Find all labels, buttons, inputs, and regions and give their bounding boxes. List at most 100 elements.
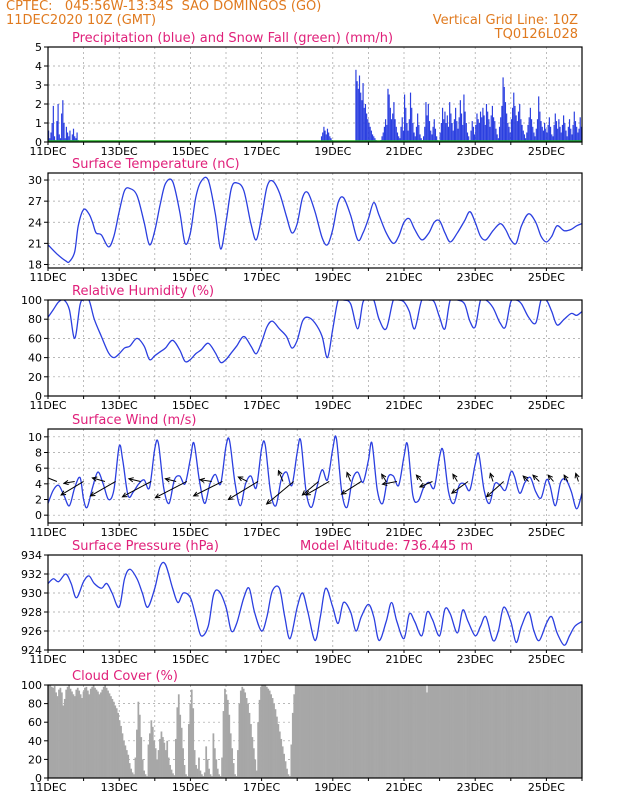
- panel-title: Precipitation (blue) and Snow Fall (gree…: [72, 31, 393, 46]
- pres-line: [48, 561, 582, 646]
- cloud-bar: [439, 685, 441, 778]
- cloud-bar: [342, 685, 345, 778]
- cloud-bar: [153, 740, 156, 778]
- cloud-bar: [123, 740, 125, 778]
- rh-line: [48, 300, 582, 364]
- precip-bar: [565, 130, 567, 142]
- y-tick-label: 20: [28, 753, 42, 766]
- cloud-bar: [569, 685, 571, 778]
- y-tick-label: 926: [21, 625, 42, 638]
- cloud-bar: [205, 746, 208, 778]
- cloud-bar: [551, 685, 554, 778]
- precip-bar: [548, 117, 550, 142]
- cloud-bar: [71, 691, 73, 778]
- precip-bar: [69, 130, 71, 142]
- precip-bar: [478, 123, 480, 142]
- cloud-bar: [91, 686, 94, 778]
- cloud-bar: [237, 750, 239, 778]
- precip-bar: [475, 124, 477, 142]
- precip-bar: [367, 119, 369, 142]
- precip-bar: [558, 119, 560, 142]
- x-tick-label: 15DEC: [172, 526, 209, 539]
- data-layer: [48, 561, 582, 646]
- precip-bar: [72, 128, 75, 142]
- cloud-bar: [580, 685, 582, 778]
- wind-vector: [532, 474, 540, 482]
- cloud-bar: [166, 740, 169, 778]
- x-tick-label: 23DEC: [457, 145, 494, 158]
- x-tick-label: 25DEC: [528, 781, 565, 794]
- cloud-bar: [437, 685, 440, 778]
- x-tick-label: 13DEC: [101, 653, 138, 666]
- precip-bar: [441, 107, 444, 142]
- x-tick-label: 21DEC: [385, 145, 422, 158]
- x-tick-label: 25DEC: [528, 271, 565, 284]
- cloud-bar: [506, 685, 509, 778]
- cloud-bar: [267, 688, 270, 778]
- cloud-bar: [53, 685, 56, 778]
- wind-arrowhead: [301, 490, 308, 496]
- y-tick-label: 60: [28, 332, 42, 345]
- cloud-bar: [433, 685, 436, 778]
- cloud-bar: [206, 759, 209, 778]
- y-tick-label: 40: [28, 352, 42, 365]
- precip-bar: [374, 138, 376, 142]
- cloud-bar: [470, 685, 473, 778]
- cloud-bar: [150, 720, 153, 778]
- precip-bar: [483, 115, 485, 142]
- cloud-bar: [332, 685, 335, 778]
- cloud-bar: [255, 770, 258, 778]
- precip-bar: [74, 136, 76, 142]
- precip-bar: [560, 132, 562, 142]
- wind-vector: [575, 473, 579, 482]
- y-tick-label: 18: [28, 258, 42, 271]
- cloud-bar: [392, 685, 395, 778]
- cloud-bar: [346, 685, 349, 778]
- precip-bar: [68, 136, 70, 142]
- cloud-bar: [544, 685, 547, 778]
- x-tick-label: 17DEC: [243, 271, 280, 284]
- cloud-bar: [384, 685, 387, 778]
- x-tick-label: 11DEC: [29, 526, 66, 539]
- x-tick-label: 25DEC: [528, 399, 565, 412]
- y-tick-label: 40: [28, 735, 42, 748]
- wind-arrowhead: [198, 477, 205, 483]
- precip-bar: [539, 111, 541, 142]
- cloud-bar: [429, 685, 431, 778]
- wind-arrowhead: [164, 477, 171, 483]
- wind-arrowhead: [62, 479, 69, 486]
- precip-bar: [504, 102, 507, 142]
- precip-bar: [449, 102, 451, 142]
- precip-bar: [330, 138, 332, 142]
- wind-arrowhead: [522, 475, 529, 481]
- cloud-bar: [131, 772, 134, 778]
- wind-arrowhead: [485, 491, 492, 498]
- x-tick-label: 21DEC: [385, 399, 422, 412]
- precip-bar: [513, 92, 515, 142]
- cloud-bar: [541, 685, 544, 778]
- cloud-bar: [177, 694, 180, 778]
- cloud-bar: [187, 724, 190, 778]
- cloud-bar: [276, 716, 278, 778]
- cloud-bar: [247, 703, 249, 778]
- model-code: TQ0126L028: [494, 27, 578, 42]
- cloud-bar: [469, 685, 472, 778]
- cloud-bar: [362, 685, 365, 778]
- cloud-bar: [407, 685, 410, 778]
- precip-bar: [444, 111, 446, 142]
- wind-arrowhead: [489, 472, 495, 479]
- cloud-bar: [229, 733, 232, 778]
- wind-arrowhead: [89, 491, 96, 497]
- precip-bar: [389, 107, 391, 142]
- cloud-bar: [238, 703, 241, 778]
- cloud-bar: [535, 685, 538, 778]
- cloud-bar: [348, 685, 350, 778]
- data-layer: [48, 435, 582, 510]
- cloud-bar: [531, 685, 534, 778]
- precip-bar: [493, 117, 495, 142]
- precip-bar: [487, 111, 489, 142]
- precip-bar: [542, 130, 545, 142]
- cloud-bar: [547, 685, 550, 778]
- cloud-bar: [258, 699, 261, 778]
- precip-bar: [395, 126, 397, 142]
